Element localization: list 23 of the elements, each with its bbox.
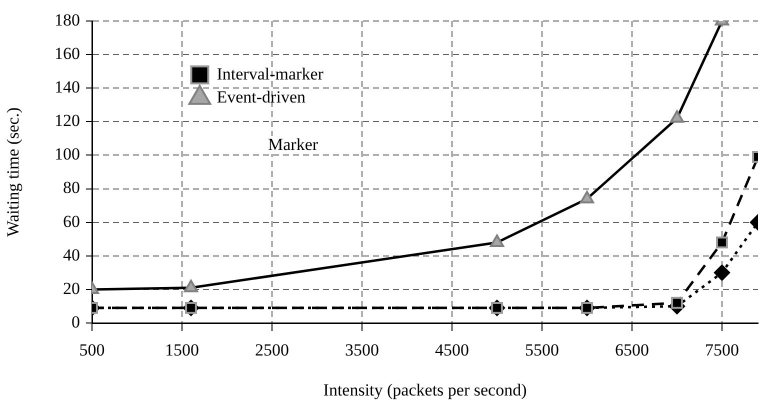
x-tick-label: 500: [79, 340, 105, 360]
y-tick-label: 40: [63, 245, 80, 264]
x-tick-label: 4500: [435, 340, 469, 360]
y-tick-label: 160: [54, 44, 80, 64]
x-axis-title: Intensity (packets per second): [323, 380, 527, 400]
y-tick-label: 140: [54, 78, 80, 97]
legend-label: Interval-marker: [216, 64, 324, 84]
x-tick-label: 1500: [165, 340, 199, 360]
x-tick-label: 6500: [615, 340, 649, 360]
y-tick-label: 120: [54, 111, 80, 130]
y-tick-label: 60: [63, 212, 80, 231]
x-tick-label: 3500: [345, 340, 379, 360]
y-tick-label: 20: [63, 278, 80, 298]
legend-label: Event-driven: [216, 87, 306, 106]
x-tick-label: 2500: [255, 340, 289, 360]
y-axis-title: Waiting time (sec.): [4, 107, 23, 237]
annotation: Marker: [268, 135, 318, 154]
x-tick-label: 5500: [525, 340, 559, 360]
y-tick-label: 0: [72, 312, 80, 332]
x-tick-label: 7500: [705, 340, 739, 360]
y-tick-label: 180: [54, 10, 80, 30]
y-tick-label: 80: [63, 178, 80, 198]
y-tick-label: 100: [54, 144, 80, 164]
